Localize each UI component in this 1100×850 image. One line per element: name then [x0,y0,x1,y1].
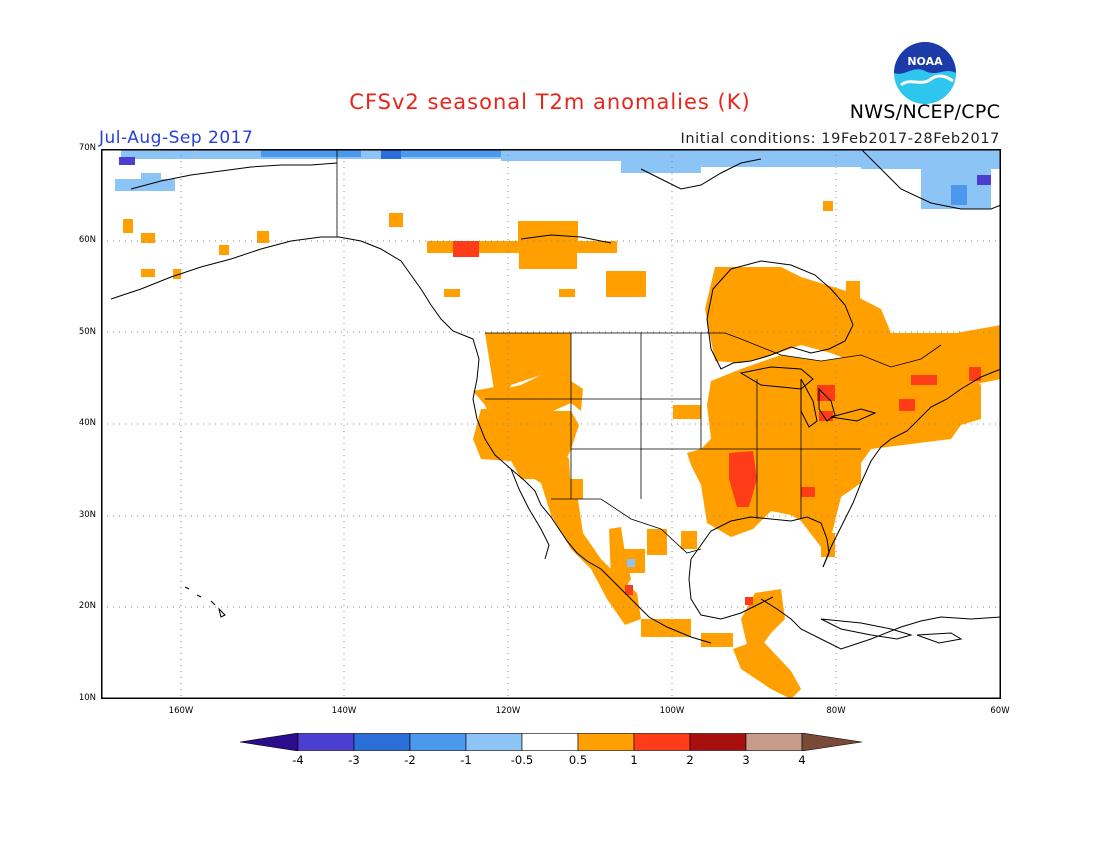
colorbar-segment [801,733,862,751]
colorbar-segment [465,733,523,751]
colorbar-segment [240,733,299,751]
colorbar-segment [577,733,635,751]
colorbar-segment [409,733,467,751]
lon-label: 60W [990,706,1010,716]
colorbar-label: 1 [630,753,638,767]
colorbar-label: -4 [292,753,304,767]
lon-label: 120W [495,706,521,716]
lat-label: 70N [78,143,96,153]
colorbar-segment [297,733,355,751]
anomaly-cool-areas [115,149,1001,567]
lat-label: 50N [78,327,96,337]
colorbar-segment [689,733,747,751]
lat-label: 10N [78,693,96,703]
anomaly-map [101,149,1001,699]
lon-label: 160W [168,706,194,716]
lon-label: 140W [331,706,357,716]
lat-label: 60N [78,235,96,245]
anomaly-hot-areas [453,241,981,605]
noaa-logo-text: NOAA [907,55,943,68]
colorbar-label: 0.5 [568,753,588,767]
colorbar-label: 2 [686,753,694,767]
lon-label: 100W [659,706,685,716]
political-boundaries [336,149,942,554]
colorbar-segment [745,733,803,751]
graticule [101,149,1001,699]
coastlines [110,149,1001,650]
colorbar-label: -2 [404,753,416,767]
colorbar-label: 4 [798,753,806,767]
map-title: CFSv2 seasonal T2m anomalies (K) [349,90,751,114]
lat-label: 20N [78,601,96,611]
season-label: Jul-Aug-Sep 2017 [99,128,254,148]
colorbar-label: -3 [348,753,360,767]
colorbar [240,733,862,751]
colorbar-segment [633,733,691,751]
lat-label: 40N [78,418,96,428]
colorbar-segment [521,733,579,751]
colorbar-segment [353,733,411,751]
lon-label: 80W [826,706,846,716]
agency-label: NWS/NCEP/CPC [849,101,1001,123]
colorbar-label: -0.5 [510,753,534,767]
colorbar-label: 3 [742,753,750,767]
lat-label: 30N [78,510,96,520]
initial-conditions-label: Initial conditions: 19Feb2017-28Feb2017 [680,131,1000,147]
colorbar-label: -1 [460,753,472,767]
noaa-logo: NOAA [894,42,956,104]
map-frame [101,149,1001,699]
